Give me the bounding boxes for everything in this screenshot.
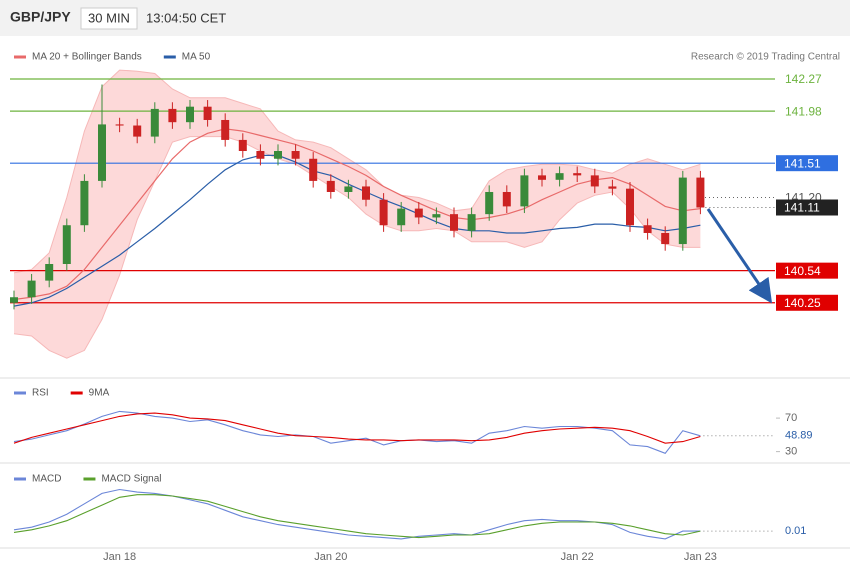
candle-body xyxy=(696,177,705,208)
candle-body xyxy=(450,214,458,231)
candle-body xyxy=(326,180,335,192)
candle-body xyxy=(238,139,247,151)
indicator-line xyxy=(13,410,701,454)
x-tick-label: Jan 18 xyxy=(103,551,136,563)
candle-body xyxy=(80,180,89,226)
candle-body xyxy=(608,186,617,189)
level-label: 140.54 xyxy=(784,264,821,278)
foreground-layer: 142.27141.98141.51141.20140.54140.25141.… xyxy=(10,52,838,563)
candle-body xyxy=(502,191,511,207)
timeframe: 30 MIN xyxy=(88,10,130,25)
level-label: 142.27 xyxy=(785,72,822,86)
x-tick-label: Jan 23 xyxy=(684,551,717,563)
candle-body xyxy=(10,297,18,303)
candle-body xyxy=(467,214,476,231)
background-layer xyxy=(10,69,775,359)
candle-body xyxy=(27,280,36,298)
candle-body xyxy=(626,188,634,226)
candle-body xyxy=(309,158,318,181)
indicator-line xyxy=(13,412,701,444)
candle-body xyxy=(485,191,494,215)
candle-body xyxy=(414,208,423,218)
candle-body xyxy=(186,106,194,123)
level-tag xyxy=(776,155,838,172)
candle-body xyxy=(538,175,546,180)
candle-body xyxy=(643,225,652,233)
x-tick-label: Jan 20 xyxy=(314,551,347,563)
legend-label: MA 50 xyxy=(182,52,211,63)
candle-body xyxy=(379,199,388,226)
legend-label: MACD Signal xyxy=(101,474,161,485)
candle-body xyxy=(45,264,54,281)
candle-body xyxy=(203,106,212,120)
candle-body xyxy=(221,119,230,140)
candle-body xyxy=(62,225,71,264)
candle-body xyxy=(432,214,441,218)
level-tag xyxy=(776,294,838,311)
indicator-line xyxy=(13,488,701,540)
candle-body xyxy=(573,173,582,176)
candle-body xyxy=(661,232,670,245)
x-tick-label: Jan 22 xyxy=(561,551,594,563)
credit: Research © 2019 Trading Central xyxy=(691,52,840,63)
band-lower xyxy=(13,136,701,359)
level-label: 141.51 xyxy=(784,156,821,170)
candle-body xyxy=(256,151,265,159)
time: 13:04:50 CET xyxy=(146,10,226,25)
indicator-line xyxy=(13,494,701,539)
candle-body xyxy=(362,186,370,200)
legend-label: RSI xyxy=(32,388,49,399)
candle-body xyxy=(150,108,159,137)
candle-body xyxy=(291,151,300,159)
last-value-label: 48.89 xyxy=(785,430,813,442)
last-price-label: 141.11 xyxy=(784,201,820,215)
bollinger-band xyxy=(14,70,701,359)
legend-label: MA 20 + Bollinger Bands xyxy=(32,52,142,63)
legend-label: MACD xyxy=(32,474,61,485)
candle-body xyxy=(397,208,406,226)
ma-line xyxy=(13,154,701,307)
candle-body xyxy=(274,151,282,159)
last-price-tag xyxy=(776,199,838,216)
header-bar xyxy=(0,0,850,36)
candle-body xyxy=(590,175,599,187)
level-label: 140.25 xyxy=(784,296,821,310)
forecast-arrow xyxy=(706,208,773,304)
candle-body xyxy=(520,175,529,207)
y-tick-label: 70 xyxy=(785,412,797,424)
candle-body xyxy=(344,186,353,192)
y-tick-label: 30 xyxy=(785,446,797,458)
ma-line xyxy=(13,128,701,301)
legend-label: 9MA xyxy=(89,388,110,399)
candle-body xyxy=(115,124,124,126)
candle-body xyxy=(678,177,687,245)
band-upper xyxy=(13,69,701,274)
candle-body xyxy=(555,173,564,180)
symbol: GBP/JPY xyxy=(10,9,71,25)
level-tag xyxy=(776,262,838,279)
last-value-label: 0.01 xyxy=(785,525,806,537)
timeframe-box xyxy=(80,7,138,30)
candle-body xyxy=(133,125,142,137)
level-label: 141.98 xyxy=(785,104,822,118)
candle-body xyxy=(98,124,106,181)
candle-body xyxy=(168,108,177,123)
